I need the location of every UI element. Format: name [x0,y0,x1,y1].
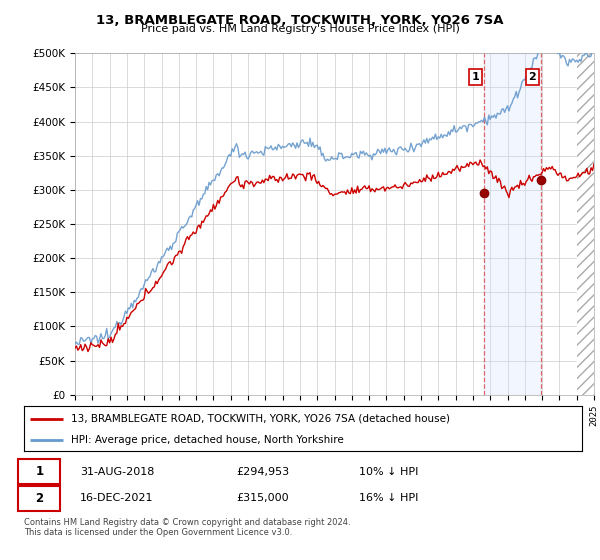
Text: £315,000: £315,000 [236,493,289,503]
Text: 31-AUG-2018: 31-AUG-2018 [80,466,154,477]
Text: 13, BRAMBLEGATE ROAD, TOCKWITH, YORK, YO26 7SA: 13, BRAMBLEGATE ROAD, TOCKWITH, YORK, YO… [96,14,504,27]
Text: 10% ↓ HPI: 10% ↓ HPI [359,466,418,477]
Text: HPI: Average price, detached house, North Yorkshire: HPI: Average price, detached house, Nort… [71,435,344,445]
Text: 16% ↓ HPI: 16% ↓ HPI [359,493,418,503]
Text: Contains HM Land Registry data © Crown copyright and database right 2024.
This d: Contains HM Land Registry data © Crown c… [24,518,350,538]
Text: £294,953: £294,953 [236,466,289,477]
Text: 13, BRAMBLEGATE ROAD, TOCKWITH, YORK, YO26 7SA (detached house): 13, BRAMBLEGATE ROAD, TOCKWITH, YORK, YO… [71,413,451,423]
Bar [577,53,594,395]
Text: Price paid vs. HM Land Registry's House Price Index (HPI): Price paid vs. HM Land Registry's House … [140,24,460,34]
Text: 2: 2 [35,492,44,505]
Text: 2: 2 [529,72,536,82]
FancyBboxPatch shape [19,459,60,484]
Text: 1: 1 [35,465,44,478]
FancyBboxPatch shape [19,486,60,511]
Bar [577,53,594,395]
Bar [484,53,541,395]
Text: 16-DEC-2021: 16-DEC-2021 [80,493,154,503]
Text: 1: 1 [472,72,479,82]
